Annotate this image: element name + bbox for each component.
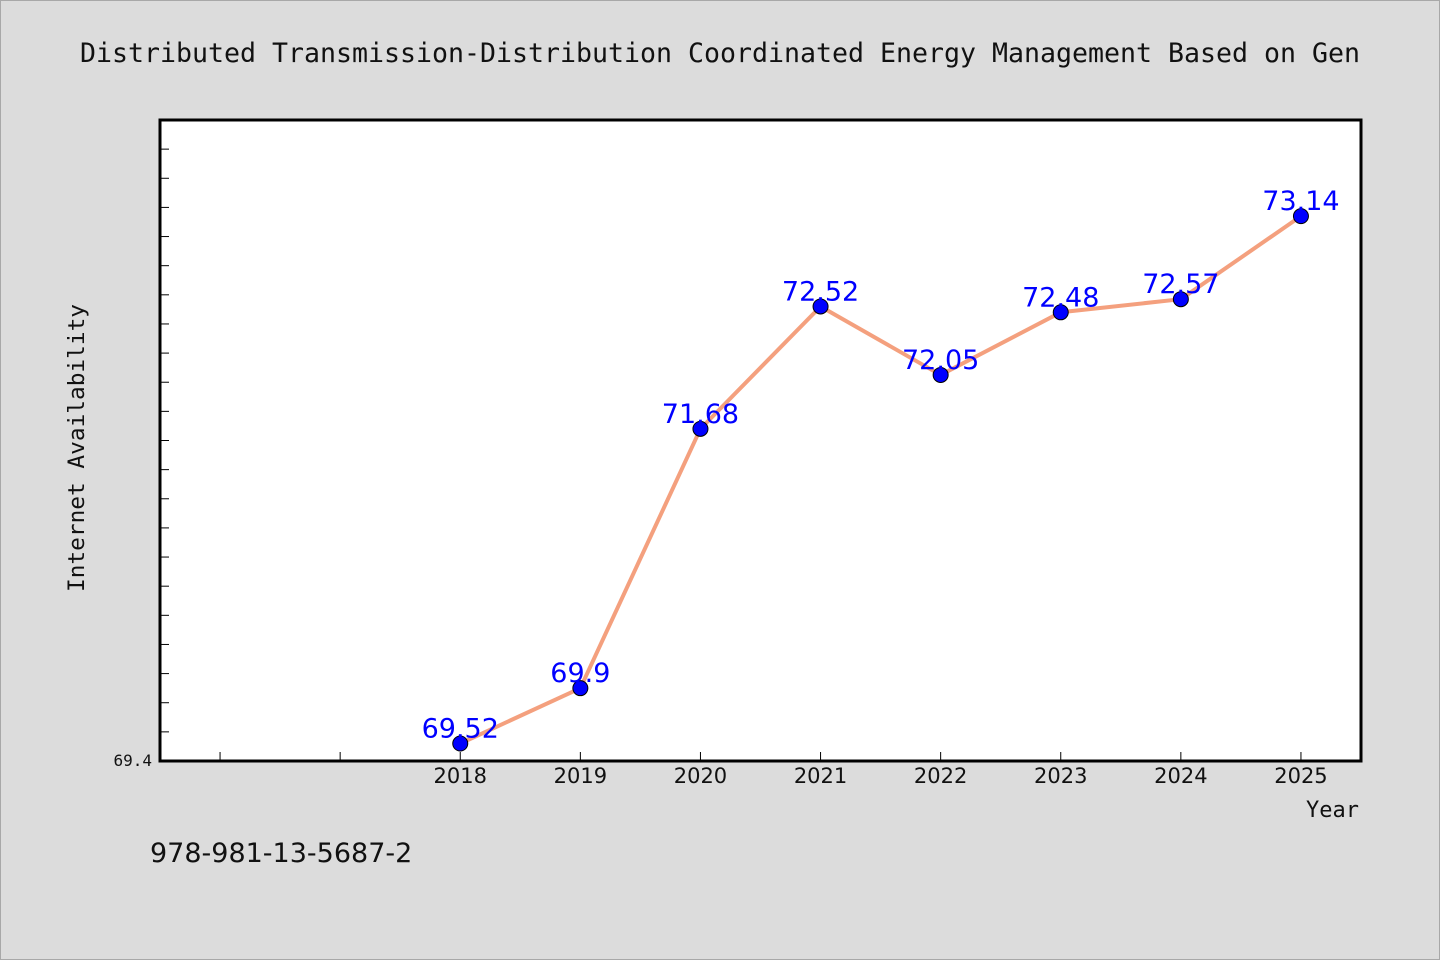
x-axis-label: Year bbox=[1306, 798, 1359, 823]
data-point bbox=[1172, 291, 1189, 308]
plot-area bbox=[158, 118, 1363, 763]
data-label: 72.05 bbox=[902, 345, 979, 376]
x-tick-label: 2025 bbox=[1274, 764, 1327, 788]
isbn-footer: 978-981-13-5687-2 bbox=[150, 838, 412, 869]
data-point bbox=[572, 680, 589, 697]
chart-title: Distributed Transmission-Distribution Co… bbox=[80, 38, 1360, 69]
x-tick-label: 2021 bbox=[794, 764, 847, 788]
data-label: 73.14 bbox=[1262, 186, 1339, 217]
x-tick-label: 2020 bbox=[674, 764, 727, 788]
data-label: 69.52 bbox=[422, 714, 499, 745]
data-point bbox=[1292, 208, 1309, 225]
data-labels: 69.52 69.9 71.68 72.52 72.05 72.48 72.57 73.14 bbox=[422, 186, 1340, 744]
data-point bbox=[692, 420, 709, 437]
y-axis-ticks bbox=[160, 148, 169, 733]
data-point bbox=[452, 735, 469, 752]
y-tick-label: 69.4 bbox=[113, 751, 152, 770]
data-label: 72.52 bbox=[782, 276, 859, 307]
x-tick-label: 2019 bbox=[554, 764, 607, 788]
data-point bbox=[1052, 304, 1069, 321]
x-axis-ticks bbox=[219, 752, 1302, 761]
data-label: 72.57 bbox=[1142, 269, 1219, 300]
x-tick-label: 2018 bbox=[434, 764, 487, 788]
data-markers bbox=[452, 208, 1309, 752]
data-label: 71.68 bbox=[662, 399, 739, 430]
x-tick-label: 2023 bbox=[1034, 764, 1087, 788]
data-point bbox=[812, 298, 829, 315]
data-label: 72.48 bbox=[1022, 282, 1099, 313]
x-tick-label: 2024 bbox=[1154, 764, 1207, 788]
data-point bbox=[932, 366, 949, 383]
series-line bbox=[459, 214, 1303, 746]
data-label: 69.9 bbox=[550, 658, 610, 689]
y-axis-label: Internet Availability bbox=[65, 304, 90, 592]
x-axis-tick-labels: 2018 2019 2020 2021 2022 2023 2024 2025 bbox=[434, 764, 1328, 788]
x-tick-label: 2022 bbox=[914, 764, 967, 788]
